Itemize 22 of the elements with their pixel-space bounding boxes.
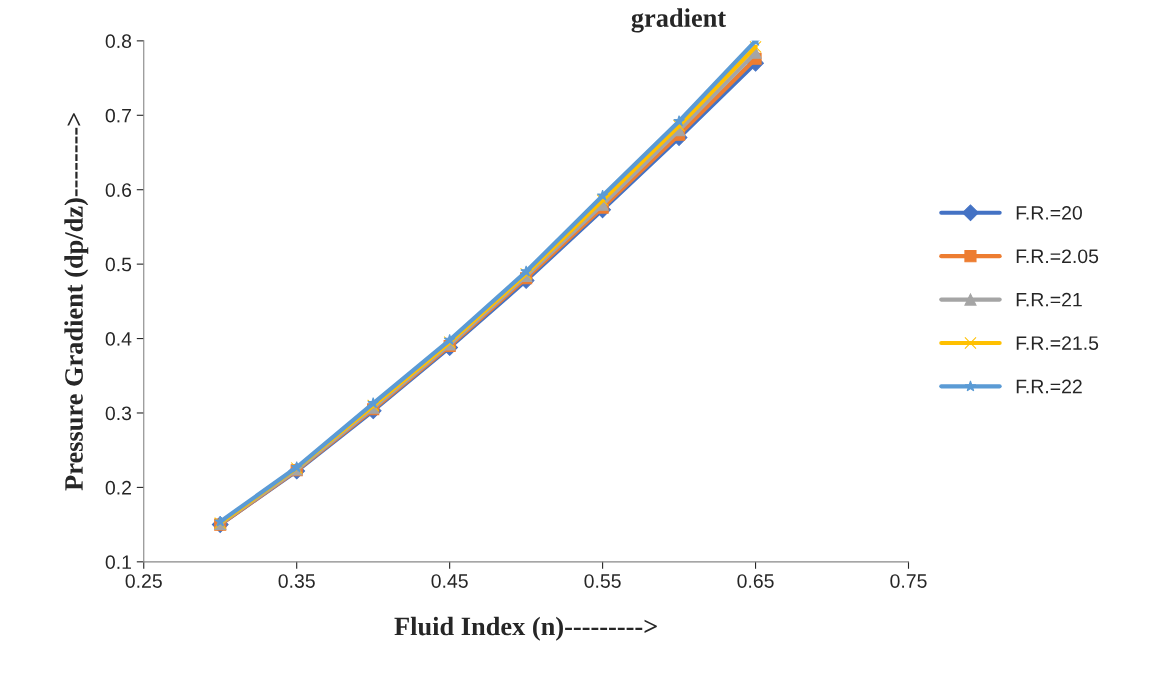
y-axis-title: Pressure Gradient (dp/dz)-------->: [64, 113, 89, 491]
x-tick-label: 0.25: [125, 574, 162, 588]
chart-title: gradient: [631, 8, 727, 33]
y-tick-label: 0.5: [105, 257, 132, 272]
legend-label: F.R.=22: [1016, 379, 1082, 394]
y-tick-label: 0.1: [105, 555, 131, 570]
y-tick-label: 0.7: [105, 108, 131, 123]
y-tick-label: 0.2: [105, 480, 131, 495]
x-axis-title: Fluid Index (n)--------->: [394, 616, 657, 641]
y-tick-label: 0.6: [105, 183, 132, 197]
y-tick-label: 0.3: [105, 406, 132, 421]
legend-label: F.R.=21: [1016, 292, 1082, 307]
legend-label: F.R.=2.05: [1016, 249, 1099, 264]
legend-label: F.R.=21.5: [1016, 336, 1099, 350]
x-tick-label: 0.55: [584, 574, 621, 588]
x-tick-label: 0.45: [431, 574, 468, 588]
legend-label: F.R.=20: [1016, 205, 1082, 220]
y-tick-label: 0.8: [105, 34, 132, 49]
x-tick-label: 0.75: [890, 574, 927, 588]
y-tick-label: 0.4: [105, 332, 132, 346]
x-tick-label: 0.65: [737, 574, 774, 588]
x-tick-label: 0.35: [278, 574, 315, 588]
